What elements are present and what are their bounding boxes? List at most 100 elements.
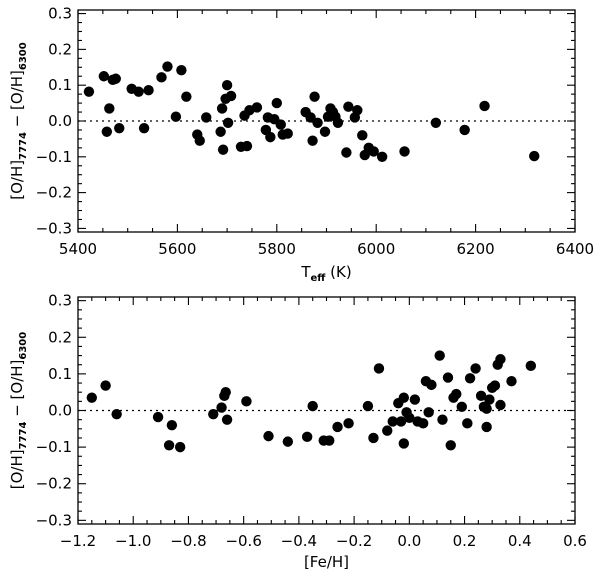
data-point	[162, 61, 173, 72]
data-point	[225, 90, 237, 102]
x-tick-label: 0.0	[397, 532, 421, 550]
data-point	[156, 72, 167, 83]
x-tick-label: 0.4	[508, 532, 532, 550]
data-point	[387, 416, 398, 427]
x-axis-label: Teff (K)	[300, 263, 351, 284]
data-point	[319, 126, 331, 137]
data-point	[398, 438, 410, 449]
data-point	[110, 73, 121, 84]
x-tick-label: 5600	[158, 240, 196, 258]
data-point	[506, 376, 517, 387]
x-tick-label: −1.0	[115, 532, 151, 550]
data-point	[459, 124, 470, 136]
data-point	[332, 421, 343, 433]
y-tick-label: 0.0	[48, 402, 72, 420]
data-point	[174, 441, 186, 453]
data-point	[495, 354, 506, 365]
y-tick-label: −0.3	[36, 219, 72, 237]
data-point	[442, 372, 454, 383]
data-point	[529, 150, 540, 162]
data-point	[251, 102, 263, 113]
y-tick-label: 0.1	[48, 76, 72, 94]
data-point	[176, 64, 187, 76]
y-tick-label: −0.3	[36, 511, 72, 529]
x-tick-label: 6200	[457, 240, 495, 258]
data-point	[462, 418, 473, 429]
data-point	[332, 117, 344, 128]
data-point	[152, 411, 164, 423]
data-point	[86, 392, 98, 403]
data-point	[222, 117, 234, 128]
data-point	[475, 390, 487, 402]
data-point	[417, 418, 429, 429]
data-point	[216, 103, 228, 114]
data-point	[241, 140, 253, 152]
y-axis-label: [O/H]7774 − [O/H]6300	[8, 42, 29, 200]
data-point	[83, 86, 95, 97]
x-tick-label: 0.6	[563, 532, 587, 550]
data-point	[215, 126, 226, 137]
y-tick-label: 0.3	[48, 292, 72, 310]
data-point	[404, 412, 415, 424]
x-tick-label: −0.6	[225, 532, 261, 550]
data-point	[437, 414, 448, 425]
y-tick-label: 0.2	[48, 40, 72, 58]
x-tick-label: −0.8	[170, 532, 206, 550]
data-point	[263, 430, 274, 442]
data-point	[434, 350, 445, 361]
plot-frame	[77, 296, 576, 525]
y-tick-label: 0.0	[48, 112, 72, 130]
data-point	[309, 91, 320, 102]
data-point	[216, 402, 227, 413]
data-point	[163, 440, 175, 451]
data-point	[275, 119, 286, 130]
data-point	[194, 135, 205, 146]
y-tick-label: 0.1	[48, 365, 72, 383]
data-point	[362, 400, 374, 412]
data-point	[166, 419, 178, 431]
data-point	[271, 97, 282, 109]
data-point	[368, 432, 379, 444]
x-axis-label: [Fe/H]	[304, 553, 349, 571]
y-tick-label: −0.2	[36, 475, 72, 493]
data-point	[423, 407, 434, 418]
data-point	[456, 401, 467, 413]
data-point	[114, 122, 125, 134]
data-point	[357, 130, 368, 141]
y-tick-label: 0.2	[48, 328, 72, 346]
data-point	[430, 117, 442, 128]
data-point	[399, 146, 410, 157]
y-tick-label: −0.2	[36, 184, 72, 202]
data-point	[208, 408, 219, 420]
data-point	[481, 421, 492, 433]
data-point	[101, 126, 113, 137]
data-point	[312, 117, 323, 128]
data-point	[282, 128, 293, 139]
data-point	[307, 135, 318, 146]
data-point	[352, 105, 363, 116]
data-point	[525, 360, 537, 372]
data-point	[221, 79, 233, 91]
y-tick-label: −0.1	[36, 438, 72, 456]
x-tick-label: 5400	[59, 240, 97, 258]
data-point	[464, 373, 476, 384]
y-tick-label: −0.1	[36, 148, 72, 166]
data-point	[409, 394, 421, 405]
data-point	[395, 416, 407, 427]
data-point	[138, 122, 150, 134]
data-point	[104, 103, 115, 114]
data-point	[489, 380, 501, 391]
data-point	[481, 403, 492, 414]
data-point	[376, 151, 388, 163]
x-tick-label: 5800	[258, 240, 296, 258]
data-point	[324, 435, 335, 446]
data-point	[451, 388, 462, 400]
data-point	[221, 414, 233, 425]
feh-panel: −1.2 −1.0 −0.8 −0.6 −0.4 −0.2 0.0 0.2 0.4 0.6 −0.3…	[8, 292, 587, 571]
data-point	[426, 379, 437, 391]
y-axis-label: [O/H]7774 − [O/H]6300	[8, 332, 29, 490]
y-tick-label: 0.3	[48, 5, 72, 23]
data-point	[398, 392, 410, 403]
x-tick-label: −0.4	[281, 532, 317, 550]
